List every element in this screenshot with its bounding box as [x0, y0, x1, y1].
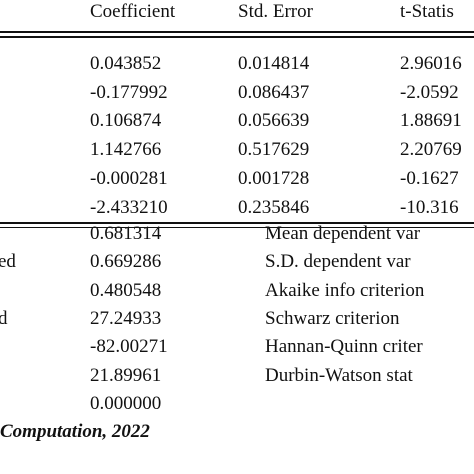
cell: 1.88691 [400, 110, 462, 132]
footer: Computation, 2022 [0, 421, 150, 442]
rule [0, 222, 474, 224]
rule [0, 36, 474, 38]
stat-value: 21.89961 [90, 364, 162, 386]
stat-value: 0.480548 [90, 279, 162, 301]
column-header: Coefficient [90, 1, 176, 22]
stat-label: Hannan-Quinn criter [265, 336, 423, 358]
rule [0, 227, 474, 228]
cell: -10.316 [400, 196, 459, 218]
cell: -2.433210 [90, 196, 168, 218]
cell: 1.142766 [90, 139, 162, 161]
stat-label: S.D. dependent var [265, 251, 411, 273]
stat-label: Durbin-Watson stat [265, 364, 413, 386]
stat-value: -82.00271 [90, 336, 168, 358]
stat-label: Mean dependent var [265, 223, 421, 244]
stat-value: 0.681314 [90, 223, 162, 244]
cell: 0.517629 [238, 139, 310, 161]
stat-label: d [0, 307, 8, 329]
cell: 2.96016 [400, 53, 462, 74]
stat-value: 27.24933 [90, 307, 162, 329]
cell: 0.235846 [238, 196, 310, 218]
cell: -2.0592 [400, 81, 459, 103]
cell: -0.177992 [90, 81, 168, 103]
cell: 0.001728 [238, 167, 310, 189]
stat-label: Akaike info criterion [265, 279, 425, 301]
cell: 0.014814 [238, 53, 310, 74]
cell: 0.086437 [238, 81, 310, 103]
column-header: Std. Error [238, 1, 313, 22]
cell: -0.1627 [400, 167, 459, 189]
cell: -0.000281 [90, 167, 168, 189]
column-header: t-Statis [400, 1, 454, 22]
rule [0, 31, 474, 33]
stat-value: 0.669286 [90, 251, 162, 273]
stat-label: Schwarz criterion [265, 307, 400, 329]
cell: 0.056639 [238, 110, 310, 132]
cell: 0.043852 [90, 53, 162, 74]
stat-label: ed [0, 251, 16, 273]
stat-value: 0.000000 [90, 392, 162, 414]
cell: 2.20769 [400, 139, 462, 161]
cell: 0.106874 [90, 110, 162, 132]
